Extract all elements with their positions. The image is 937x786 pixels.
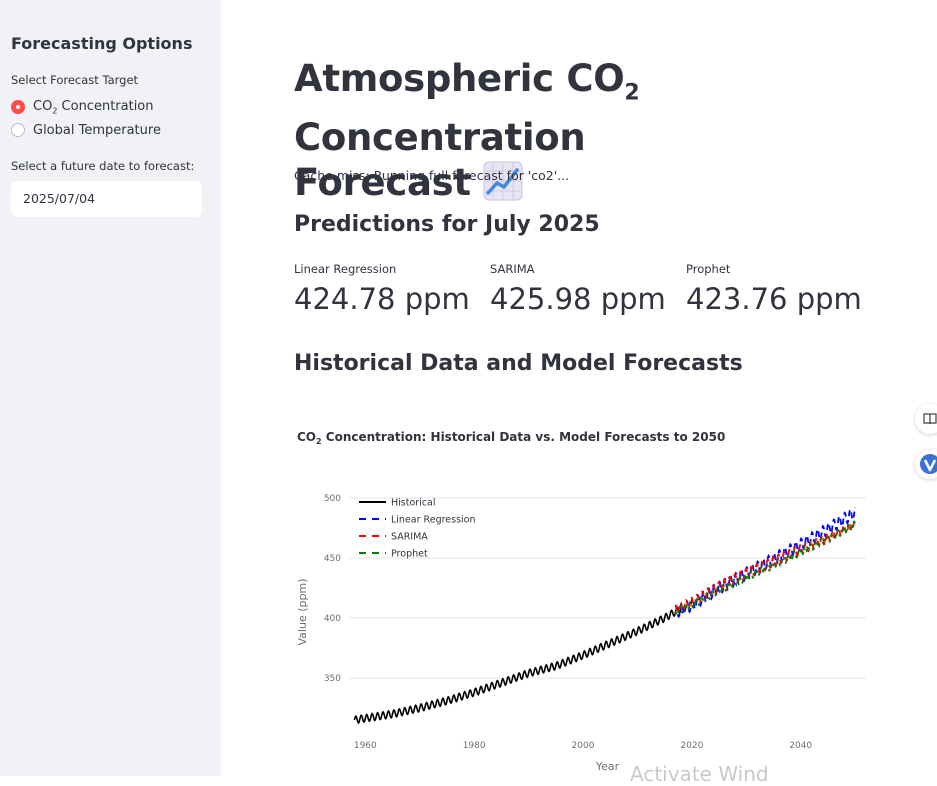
metric-value: 425.98 ppm — [490, 282, 666, 316]
y-tick-label: 450 — [324, 554, 341, 564]
y-tick-label: 500 — [324, 494, 341, 504]
main-content: Atmospheric CO2 Concentration Forecast C… — [221, 0, 937, 786]
x-tick-label: 1960 — [354, 741, 377, 751]
forecast-date-input[interactable]: 2025/07/04 — [11, 181, 202, 217]
radio-co2[interactable]: CO2 Concentration — [11, 98, 154, 116]
radio-unselected-icon[interactable] — [11, 123, 25, 137]
metric-label: Prophet — [686, 262, 731, 276]
metric-label: SARIMA — [490, 262, 535, 276]
page-title: Atmospheric CO2 Concentration Forecast — [294, 57, 640, 205]
series-line-historical — [353, 606, 682, 725]
chart-title: CO2 Concentration: Historical Data vs. M… — [297, 430, 725, 446]
metric-linear-regression: Linear Regression 424.78 ppm — [294, 262, 470, 316]
metric-value: 423.76 ppm — [686, 282, 862, 316]
radio-selected-icon[interactable] — [11, 100, 25, 114]
historical-heading: Historical Data and Model Forecasts — [294, 351, 743, 376]
sidebar: Forecasting Options Select Forecast Targ… — [0, 0, 221, 776]
series-line-prophet — [674, 520, 856, 617]
chart-increasing-icon — [483, 161, 523, 201]
metric-value: 424.78 ppm — [294, 282, 470, 316]
forecast-target-label: Select Forecast Target — [11, 73, 139, 87]
metric-prophet: Prophet 423.76 ppm — [686, 262, 862, 316]
vpn-shield-icon — [920, 454, 937, 474]
legend-label: Prophet — [391, 549, 428, 560]
sidebar-title: Forecasting Options — [11, 34, 193, 53]
predictions-heading: Predictions for July 2025 — [294, 212, 600, 237]
metric-sarima: SARIMA 425.98 ppm — [490, 262, 666, 316]
vpn-button[interactable] — [915, 449, 937, 479]
x-tick-label: 2020 — [680, 741, 703, 751]
x-tick-label: 2000 — [572, 741, 595, 751]
x-tick-label: 1980 — [463, 741, 486, 751]
y-tick-label: 350 — [324, 674, 341, 684]
x-axis-label: Year — [595, 760, 620, 773]
radio-co2-label: CO2 Concentration — [33, 98, 154, 116]
y-tick-label: 400 — [324, 614, 341, 624]
radio-global-temperature[interactable]: Global Temperature — [11, 121, 161, 139]
legend-label: Linear Regression — [391, 515, 476, 526]
activate-windows-watermark: Activate Wind — [630, 762, 769, 786]
cache-message: Cache miss: Running full forecast for 'c… — [294, 168, 570, 183]
metric-label: Linear Regression — [294, 262, 397, 276]
book-button[interactable] — [915, 404, 937, 434]
legend-label: SARIMA — [391, 532, 428, 543]
co2-forecast-chart: CO2 Concentration: Historical Data vs. M… — [296, 430, 866, 773]
legend-label: Historical — [391, 498, 436, 509]
x-tick-label: 2040 — [789, 741, 812, 751]
y-axis-label: Value (ppm) — [296, 579, 309, 646]
book-icon — [923, 413, 937, 425]
radio-temperature-label: Global Temperature — [33, 122, 161, 138]
date-label: Select a future date to forecast: — [11, 159, 195, 173]
